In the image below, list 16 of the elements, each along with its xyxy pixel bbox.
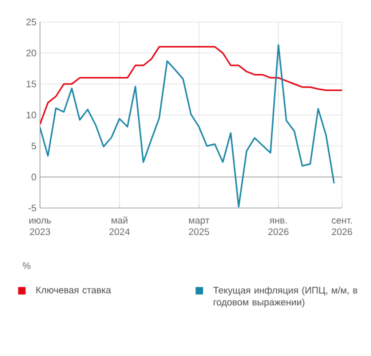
x-tick-label: сент. 2026	[332, 218, 352, 236]
x-tick-label: март 2025	[188, 218, 210, 236]
y-tick-label: 0	[32, 174, 36, 180]
line-series	[40, 44, 335, 208]
y-tick-label: 20	[26, 50, 36, 56]
x-tick-label: июль 2023	[29, 218, 51, 236]
y-tick-label: -5	[28, 204, 36, 212]
y-tick-label: 15	[26, 80, 36, 88]
y-tick-label: 25	[26, 18, 36, 26]
x-tick-label: май 2024	[109, 216, 130, 236]
legend-label: Текущая инфляция (ИПЦ, м/м, в годовом выражении)	[213, 286, 358, 308]
x-tick-label: янв. 2026	[268, 218, 289, 236]
legend-label: Ключевая ставка	[36, 286, 112, 294]
y-tick-label: 10	[26, 112, 36, 118]
y-tick-label: 5	[32, 142, 36, 150]
y-axis-title: %	[22, 262, 30, 269]
